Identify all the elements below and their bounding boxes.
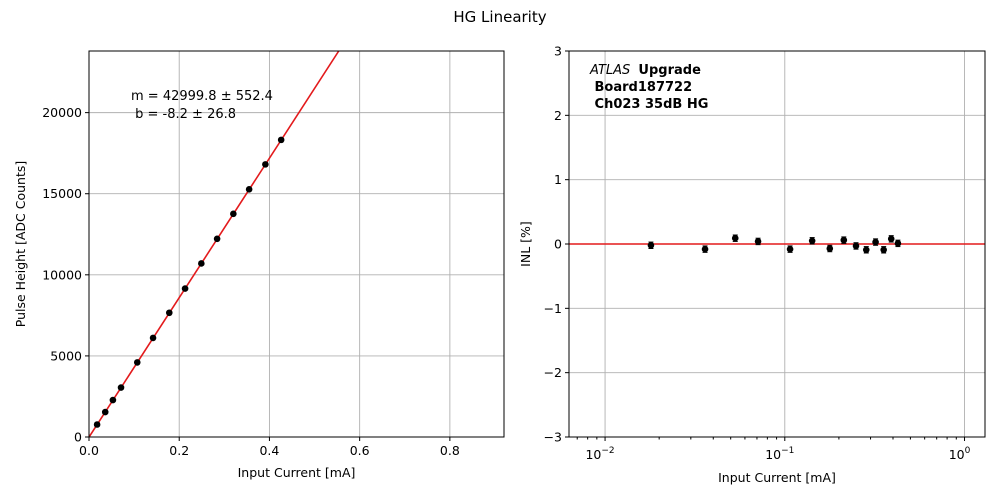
linearity-data-point — [181, 285, 189, 292]
inl-data-point — [754, 237, 762, 246]
inl-marker — [786, 245, 794, 253]
inl-y-tick-label: 1 — [554, 172, 562, 187]
fit-intercept-annotation: b = -8.2 ± 26.8 — [131, 107, 236, 122]
linearity-data-point — [109, 396, 117, 404]
inl-ticks: 10−2 10−1 100 −3 −2 −1 0 1 2 3 — [544, 44, 971, 463]
inl-data-point — [808, 237, 816, 245]
inl-data-point — [880, 246, 887, 254]
inl-y-tick-label: 3 — [554, 44, 562, 59]
inl-points — [647, 234, 902, 254]
linearity-plot-frame — [88, 50, 505, 438]
inl-data-point — [894, 239, 902, 248]
linearity-y-axis-label: Pulse Height [ADC Counts] — [13, 161, 28, 327]
inl-x-axis-label: Input Current [mA] — [718, 470, 836, 485]
linearity-x-tick-label: 0.4 — [259, 443, 279, 458]
inl-x-tick-label: 10−2 — [585, 446, 614, 462]
inl-marker — [894, 240, 902, 247]
inl-y-tick-label: 0 — [554, 237, 562, 252]
linearity-data-point — [277, 136, 285, 144]
inl-x-tick-label: 100 — [949, 446, 971, 462]
linearity-x-tick-label: 0.0 — [79, 443, 99, 458]
linearity-data-point — [198, 260, 205, 267]
inl-y-tick-label: −3 — [544, 430, 562, 445]
linearity-data-point — [245, 186, 253, 193]
linearity-data-point — [213, 235, 221, 243]
upgrade-label: Upgrade — [638, 63, 701, 78]
atlas-upgrade-label: ATLAS Upgrade — [589, 63, 701, 78]
linearity-data-point — [101, 408, 109, 416]
inl-data-point — [647, 241, 655, 250]
atlas-label: ATLAS — [589, 63, 630, 78]
inl-data-point — [872, 238, 879, 246]
linearity-ticks: 0.0 0.2 0.4 0.6 0.8 0 5000 10000 15000 20000 — [42, 105, 460, 458]
linearity-data-point — [93, 421, 101, 428]
inl-data-point — [731, 234, 739, 242]
linearity-points — [93, 136, 285, 428]
inl-marker — [887, 235, 895, 243]
inl-marker — [862, 246, 870, 254]
inl-y-tick-label: 2 — [554, 108, 562, 123]
channel-label: Ch023 35dB HG — [590, 97, 708, 112]
linearity-y-tick-label: 5000 — [50, 348, 82, 363]
inl-marker — [808, 237, 816, 245]
inl-marker — [880, 246, 887, 254]
inl-data-point — [852, 242, 860, 250]
inl-marker — [852, 242, 860, 250]
linearity-data-point — [262, 161, 269, 168]
inl-panel: 10−2 10−1 100 −3 −2 −1 0 1 2 3 ATLAS Upgrade Boar… — [518, 44, 986, 485]
inl-marker — [840, 236, 848, 244]
linearity-data-point — [117, 384, 125, 391]
inl-marker — [754, 238, 762, 245]
linearity-x-tick-label: 0.6 — [350, 443, 370, 458]
fit-slope-annotation: m = 42999.8 ± 552.4 — [131, 89, 273, 104]
figure-title: HG Linearity — [453, 8, 546, 26]
linearity-data-point — [149, 334, 157, 342]
inl-marker — [701, 245, 709, 253]
linearity-y-tick-label: 10000 — [42, 267, 82, 282]
fit-line — [89, 51, 340, 437]
inl-marker — [872, 238, 879, 246]
inl-marker — [647, 241, 655, 249]
inl-y-tick-label: −1 — [544, 301, 562, 316]
linearity-y-tick-label: 0 — [74, 430, 82, 445]
inl-x-tick-label: 10−1 — [765, 446, 794, 462]
inl-y-axis-label: INL [%] — [518, 221, 533, 267]
inl-y-tick-label: −2 — [544, 365, 562, 380]
inl-data-point — [786, 245, 794, 253]
inl-marker — [826, 245, 834, 252]
linearity-y-tick-label: 15000 — [42, 186, 82, 201]
linearity-x-tick-label: 0.8 — [440, 443, 460, 458]
linearity-x-axis-label: Input Current [mA] — [238, 465, 356, 480]
linearity-panel: 0.0 0.2 0.4 0.6 0.8 0 5000 10000 15000 20000 m = … — [13, 50, 505, 480]
inl-data-point — [862, 246, 870, 254]
linearity-fit-line-group — [89, 51, 340, 437]
board-label: Board187722 — [590, 80, 692, 95]
linearity-data-point — [230, 210, 237, 218]
inl-data-point — [887, 235, 895, 243]
inl-data-point — [826, 244, 834, 253]
linearity-data-point — [165, 309, 173, 317]
linearity-data-point — [133, 359, 141, 366]
inl-data-point — [701, 245, 709, 253]
linearity-y-tick-label: 20000 — [42, 105, 82, 120]
inl-data-point — [840, 236, 848, 244]
inl-marker — [731, 234, 739, 242]
linearity-x-tick-label: 0.2 — [169, 443, 189, 458]
